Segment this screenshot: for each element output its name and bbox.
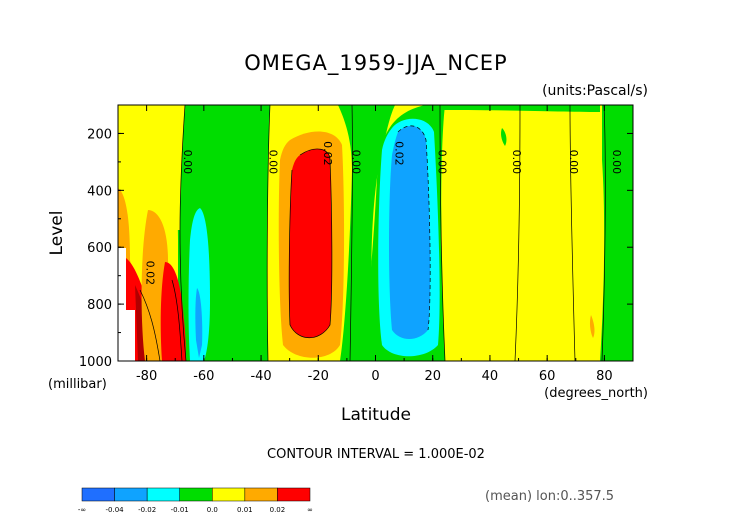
x-units-label: (degrees_north)	[544, 386, 648, 401]
contour-label: 0.00	[510, 150, 523, 175]
region-green-north	[600, 105, 633, 361]
region-red-subtropics-south	[289, 148, 332, 338]
contour-label: 0.00	[567, 150, 580, 175]
colorbar-swatch	[114, 487, 148, 502]
region-green-blob-ne	[501, 128, 507, 146]
x-tick-label: -80	[136, 369, 157, 384]
colorbar-label: -0.02	[138, 506, 156, 514]
contour-label: 0.00	[435, 150, 448, 175]
x-tick-label: -20	[308, 369, 329, 384]
colorbar-label: -∞	[78, 506, 86, 514]
y-axis: 200 400 600 800 1000	[79, 104, 633, 370]
contour-label: 0.02	[321, 141, 334, 166]
y-units-label: (millibar)	[48, 377, 107, 392]
contour-label: 0.02	[144, 261, 157, 286]
region-red-south-2	[160, 262, 186, 361]
plot-area: 0.00 0.00 0.02 0.00 0.02 0.00 0.00 0.00 0.00 0.02	[117, 104, 634, 362]
y-tick-label: 1000	[79, 355, 112, 370]
y-tick-label: 600	[87, 241, 112, 256]
x-tick-label: 80	[596, 369, 613, 384]
x-tick-label: 40	[482, 369, 499, 384]
x-axis: -80 -60 -40 -20 0 20 40 60 80	[117, 105, 634, 384]
region-orange-north-small	[589, 315, 595, 338]
colorbar-swatch	[146, 487, 180, 502]
colorbar-swatch	[179, 487, 213, 502]
colorbar-label: -0.01	[171, 506, 189, 514]
x-tick-label: 0	[371, 369, 379, 384]
x-tick-label: -60	[193, 369, 214, 384]
units-label: (units:Pascal/s)	[542, 83, 648, 99]
y-tick-label: 200	[87, 127, 112, 142]
contour-label: 0.00	[350, 150, 363, 175]
contour-label: 0.02	[393, 141, 406, 166]
y-axis-label: Level	[47, 211, 67, 256]
colorbar-label: 0.02	[270, 506, 286, 514]
colorbar-label: ∞	[307, 506, 313, 514]
chart-title: OMEGA_1959-JJA_NCEP	[244, 51, 507, 76]
contour-label: 0.00	[181, 150, 194, 175]
contour-label: 0.00	[610, 150, 623, 175]
colorbar-label: 0.01	[237, 506, 253, 514]
x-axis-label: Latitude	[341, 405, 411, 425]
contour-label: 0.00	[267, 150, 280, 175]
colorbar: -∞ -0.04 -0.02 -0.01 0.0 0.01 0.02 ∞	[78, 487, 313, 514]
contour-lines	[139, 104, 606, 362]
region-cyan-south	[188, 208, 210, 361]
colorbar-swatch	[244, 487, 278, 502]
y-tick-label: 800	[87, 298, 112, 313]
region-blue-south	[195, 288, 203, 358]
contour-labels: 0.00 0.00 0.02 0.00 0.02 0.00 0.00 0.00 0.00 0.02	[144, 141, 623, 285]
colorbar-swatch	[277, 487, 311, 502]
colorbar-label: -0.04	[106, 506, 125, 514]
colorbar-swatch	[212, 487, 246, 502]
region-missing-data	[118, 248, 135, 361]
y-tick-label: 400	[87, 184, 112, 199]
region-blue-equatorial	[389, 125, 431, 339]
x-tick-label: -40	[250, 369, 271, 384]
colorbar-label: 0.0	[207, 506, 218, 514]
colorbar-swatch	[81, 487, 115, 502]
x-tick-label: 60	[539, 369, 556, 384]
x-tick-label: 20	[424, 369, 441, 384]
contour-interval-label: CONTOUR INTERVAL = 1.000E-02	[267, 447, 485, 462]
footnote-label: (mean) lon:0..357.5	[485, 489, 614, 504]
